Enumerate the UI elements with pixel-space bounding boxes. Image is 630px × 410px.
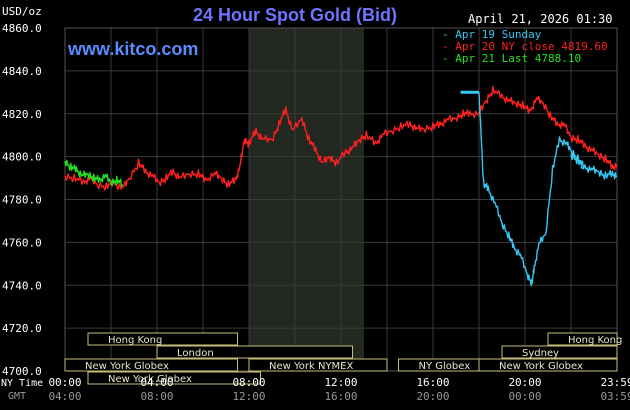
x-tick-label-gmt: 00:00 bbox=[508, 390, 541, 403]
y-axis: 4860.0 4840.0 4820.0 4800.0 4780.0 4760.0 4740… bbox=[2, 22, 42, 378]
legend-item-apr20: - Apr 20 NY close 4819.60 bbox=[442, 40, 608, 53]
session-bar bbox=[547, 332, 618, 346]
grid bbox=[64, 27, 618, 372]
session-bars: Hong Kong London New York Globex New York N… bbox=[64, 332, 622, 385]
legend-marker-apr20: - bbox=[442, 40, 455, 53]
y-tick-label: 4760.0 bbox=[2, 236, 42, 249]
session-label: NY Globex bbox=[419, 361, 471, 372]
session-label: New York NYMEX bbox=[269, 361, 354, 372]
x-tick-label-ny: 08:00 bbox=[232, 376, 265, 389]
session-bar bbox=[248, 358, 388, 372]
unit-label: USD/oz bbox=[2, 5, 42, 18]
legend-marker-apr19: - bbox=[442, 28, 455, 41]
x-axis: NY TimeGMT00:0004:0004:0008:0008:0012:00… bbox=[1, 376, 630, 403]
brand-label: www.kitco.com bbox=[67, 39, 198, 59]
legend-label-apr21: Apr 21 Last 4788.10 bbox=[455, 52, 581, 65]
y-tick-label: 4800.0 bbox=[2, 151, 42, 164]
legend-item-apr19: - Apr 19 Sunday bbox=[442, 28, 542, 41]
header: USD/oz 24 Hour Spot Gold (Bid) April 21,… bbox=[2, 5, 613, 26]
chart-title: 24 Hour Spot Gold (Bid) bbox=[193, 5, 397, 25]
series-group bbox=[64, 85, 618, 287]
x-tick-label-gmt: 20:00 bbox=[416, 390, 449, 403]
session-bar bbox=[478, 358, 618, 372]
y-tick-label: 4740.0 bbox=[2, 279, 42, 292]
session-bar bbox=[501, 345, 618, 359]
x-tick-label-gmt: 03:59 bbox=[600, 390, 630, 403]
y-tick-label: 4720.0 bbox=[2, 322, 42, 335]
y-tick-label: 4780.0 bbox=[2, 194, 42, 207]
x-tick-label-ny: 16:00 bbox=[416, 376, 449, 389]
y-tick-label: 4820.0 bbox=[2, 108, 42, 121]
session-label: Hong Kong bbox=[568, 335, 622, 346]
session-bar bbox=[87, 332, 238, 346]
y-tick-label: 4840.0 bbox=[2, 65, 42, 78]
y-tick-label: 4860.0 bbox=[2, 22, 42, 35]
session-label: London bbox=[177, 348, 214, 359]
x-tick-label-gmt: 16:00 bbox=[324, 390, 357, 403]
legend: - Apr 19 Sunday - Apr 20 NY close 4819.6… bbox=[442, 28, 608, 65]
series-line bbox=[64, 85, 618, 191]
legend-marker-apr21: - bbox=[442, 52, 455, 65]
x-tick-label-ny: 00:00 bbox=[48, 376, 81, 389]
series-line bbox=[478, 92, 584, 287]
session-label: Sydney bbox=[522, 348, 559, 359]
legend-label-apr19: Apr 19 Sunday bbox=[455, 28, 541, 41]
x-tick-label-ny: 12:00 bbox=[324, 376, 357, 389]
x-tick-label-ny: 04:00 bbox=[140, 376, 173, 389]
session-bar bbox=[156, 345, 353, 359]
x-row1-label: NY Time bbox=[1, 378, 43, 389]
x-tick-label-gmt: 04:00 bbox=[48, 390, 81, 403]
legend-item-apr21: - Apr 21 Last 4788.10 bbox=[442, 52, 581, 65]
x-tick-label-ny: 20:00 bbox=[508, 376, 541, 389]
series-line bbox=[64, 159, 124, 188]
legend-label-apr20: Apr 20 NY close 4819.60 bbox=[455, 40, 607, 53]
session-bar bbox=[87, 371, 261, 385]
session-label: New York Globex bbox=[108, 374, 192, 385]
session-label: Hong Kong bbox=[108, 335, 162, 346]
y-tick-label: 4700.0 bbox=[2, 365, 42, 378]
x-tick-label-ny: 23:59 bbox=[600, 376, 630, 389]
session-bar bbox=[64, 358, 238, 372]
session-label: New York Globex bbox=[499, 361, 583, 372]
series-line bbox=[570, 153, 618, 180]
x-tick-label-gmt: 08:00 bbox=[140, 390, 173, 403]
session-label: New York Globex bbox=[85, 361, 169, 372]
datetime-label: April 21, 2026 01:30 bbox=[468, 12, 613, 26]
x-row2-label: GMT bbox=[8, 391, 26, 402]
x-tick-label-gmt: 12:00 bbox=[232, 390, 265, 403]
